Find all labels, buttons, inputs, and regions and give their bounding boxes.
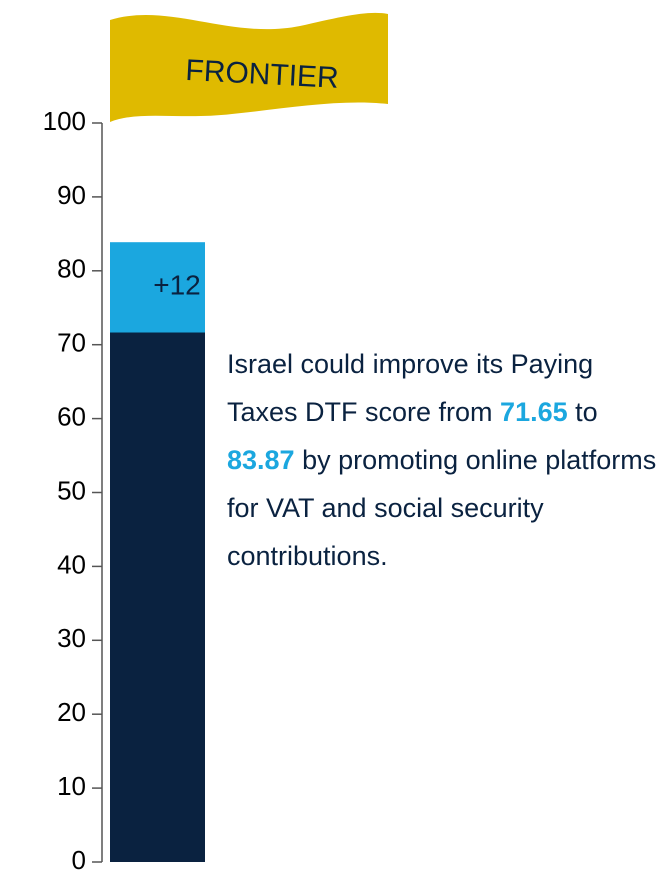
y-tick-label: 80 — [57, 254, 86, 284]
flag-label: FRONTIER — [185, 54, 340, 95]
y-tick-label: 90 — [57, 180, 86, 210]
y-tick-label: 50 — [57, 475, 86, 505]
annotation-text: to — [567, 397, 598, 427]
y-tick-label: 70 — [57, 328, 86, 358]
y-tick-label: 40 — [57, 549, 86, 579]
annotation-text: Israel could improve its Paying Taxes DT… — [227, 349, 594, 427]
highlight-number: 83.87 — [227, 445, 295, 475]
frontier-flag — [110, 12, 388, 122]
y-tick-label: 60 — [57, 401, 86, 431]
y-tick-label: 20 — [57, 697, 86, 727]
y-tick-label: 0 — [72, 845, 86, 874]
y-tick-label: 10 — [57, 771, 86, 801]
bar-segment — [110, 332, 205, 863]
y-tick-label: 30 — [57, 623, 86, 653]
bar-segment — [110, 242, 205, 333]
highlight-number: 71.65 — [500, 397, 568, 427]
annotation: Israel could improve its Paying Taxes DT… — [227, 340, 667, 580]
value-label: +12 — [153, 270, 201, 301]
y-tick-label: 100 — [43, 106, 86, 136]
annotation-text: by promoting online platforms for VAT an… — [227, 445, 657, 571]
